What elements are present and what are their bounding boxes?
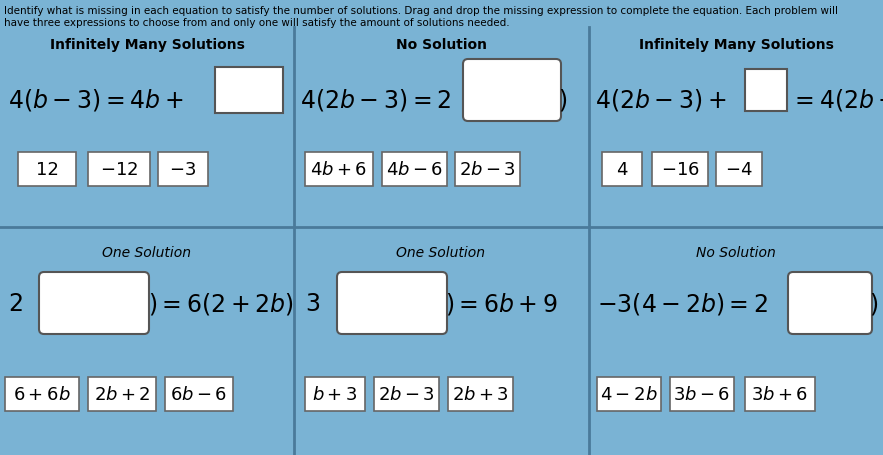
Bar	[165, 377, 233, 411]
Bar	[745, 377, 815, 411]
Text: $6b-6$: $6b-6$	[170, 385, 228, 403]
Bar	[448, 377, 513, 411]
Text: $2b-3$: $2b-3$	[459, 161, 516, 179]
Text: $=4\left(2b-4\right)$: $=4\left(2b-4\right)$	[790, 87, 883, 113]
Text: Infinitely Many Solutions: Infinitely Many Solutions	[49, 38, 245, 52]
Text: $2b+2$: $2b+2$	[94, 385, 150, 403]
Text: Identify what is missing in each equation to satisfy the number of solutions. Dr: Identify what is missing in each equatio…	[4, 6, 838, 16]
Text: $3b-6$: $3b-6$	[674, 385, 730, 403]
Bar	[18, 153, 76, 187]
Text: $-12$: $-12$	[100, 161, 138, 179]
Bar	[455, 153, 520, 187]
Text: $4$: $4$	[615, 161, 628, 179]
Text: $2b+3$: $2b+3$	[452, 385, 509, 403]
Bar	[382, 153, 447, 187]
Text: $4b+6$: $4b+6$	[311, 161, 367, 179]
Bar	[670, 377, 734, 411]
Bar	[88, 153, 150, 187]
Bar	[374, 377, 439, 411]
Text: $3$: $3$	[305, 291, 321, 315]
Text: $6+6b$: $6+6b$	[13, 385, 71, 403]
Bar	[597, 377, 661, 411]
FancyBboxPatch shape	[788, 273, 872, 334]
Bar	[716, 153, 762, 187]
Bar	[745, 70, 787, 112]
Text: $-4$: $-4$	[725, 161, 753, 179]
Text: $-16$: $-16$	[660, 161, 699, 179]
FancyBboxPatch shape	[39, 273, 149, 334]
Text: have three expressions to choose from and only one will satisfy the amount of so: have three expressions to choose from an…	[4, 18, 509, 28]
Text: $)$: $)$	[558, 87, 567, 113]
Text: Infinitely Many Solutions: Infinitely Many Solutions	[638, 38, 834, 52]
Bar	[602, 153, 642, 187]
Bar	[5, 377, 79, 411]
Text: No Solution: No Solution	[396, 38, 487, 52]
Text: $2b-3$: $2b-3$	[378, 385, 435, 403]
Bar	[215, 68, 283, 114]
Text: $)=6b+9$: $)=6b+9$	[445, 290, 558, 316]
Text: $3b+6$: $3b+6$	[751, 385, 809, 403]
Bar	[305, 377, 365, 411]
FancyBboxPatch shape	[463, 60, 561, 122]
Text: $-3$: $-3$	[170, 161, 197, 179]
Text: $)$: $)$	[869, 290, 878, 316]
Text: One Solution: One Solution	[102, 245, 192, 259]
Bar	[652, 153, 708, 187]
Text: $)=6\left(2+2b\right)$: $)=6\left(2+2b\right)$	[148, 290, 294, 316]
FancyBboxPatch shape	[337, 273, 447, 334]
Text: $b+3$: $b+3$	[313, 385, 358, 403]
Bar	[158, 153, 208, 187]
Text: $4\left(b-3\right)=4b+$: $4\left(b-3\right)=4b+$	[8, 87, 184, 113]
Bar	[88, 377, 156, 411]
Text: $4-2b$: $4-2b$	[600, 385, 658, 403]
Text: $4b-6$: $4b-6$	[386, 161, 443, 179]
Text: No Solution: No Solution	[696, 245, 776, 259]
Bar	[305, 153, 373, 187]
Text: $4\left(2b-3\right)=2$: $4\left(2b-3\right)=2$	[300, 87, 451, 113]
Text: $4\left(2b-3\right)+$: $4\left(2b-3\right)+$	[595, 87, 727, 113]
Text: One Solution: One Solution	[396, 245, 486, 259]
Text: 12: 12	[35, 161, 58, 179]
Text: $-3\left(4-2b\right)=2$: $-3\left(4-2b\right)=2$	[597, 290, 768, 316]
Text: $2$: $2$	[8, 291, 23, 315]
